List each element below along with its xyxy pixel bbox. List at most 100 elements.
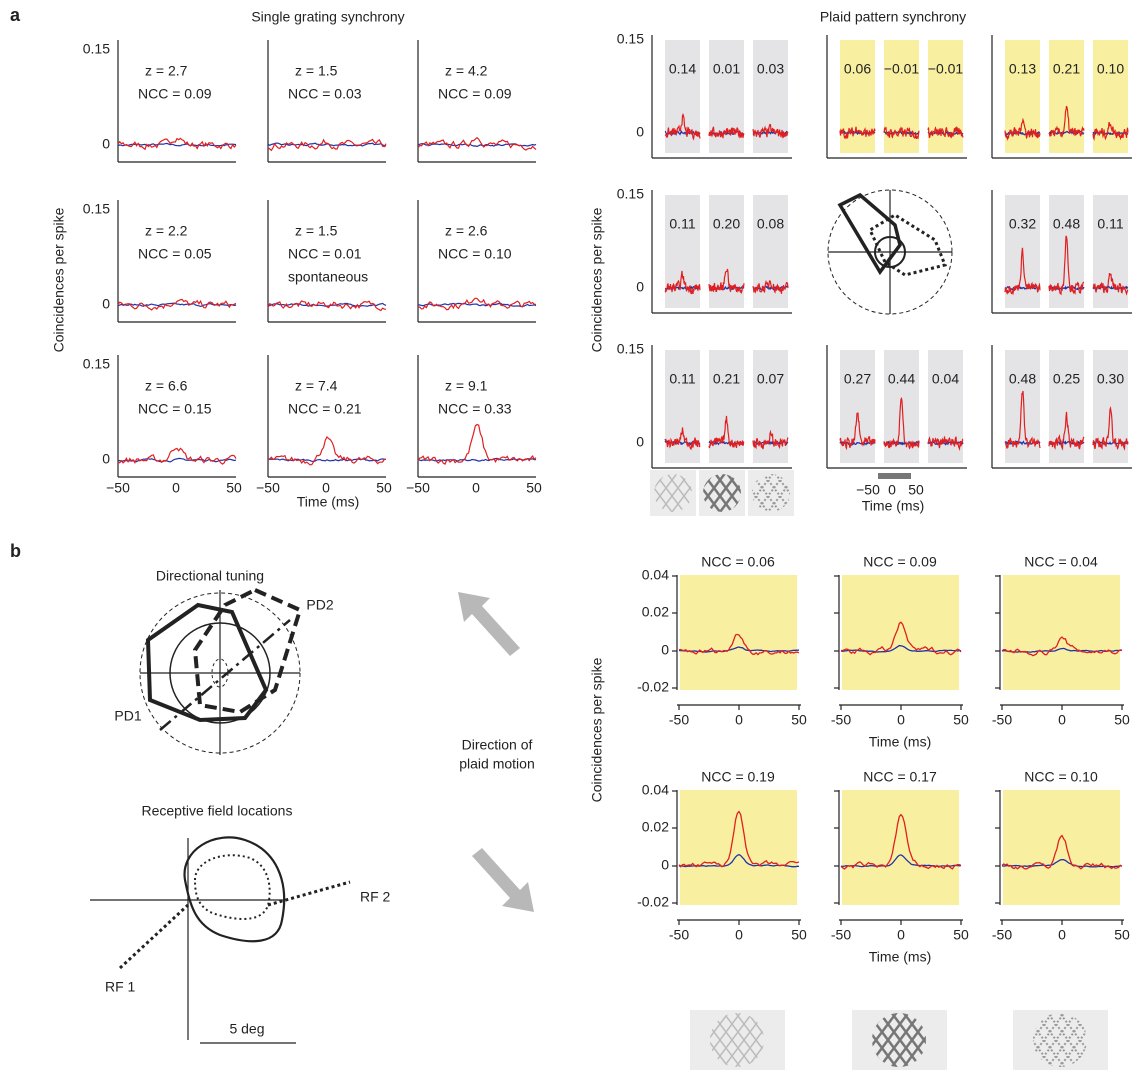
stimulus-window: [928, 350, 963, 463]
ncc-label: NCC = 0.21: [288, 401, 362, 417]
y-tick-label: 0: [636, 124, 644, 140]
ncc-title: NCC = 0.04: [1024, 554, 1098, 570]
x-tick-label: 0: [735, 927, 743, 943]
grating: [703, 474, 741, 512]
x-tick-label: -50: [669, 927, 689, 943]
rf-label: RF 2: [360, 889, 391, 905]
plot-bg: [1003, 575, 1120, 690]
scale-tick-label: −50: [856, 482, 880, 498]
stimulus-window: [709, 350, 744, 463]
z-score: z = 2.7: [145, 63, 188, 79]
x-tick-label: -50: [831, 712, 851, 728]
plot-bg: [842, 790, 959, 905]
figure: a b Single grating synchrony Plaid pattern …: [0, 0, 1137, 1072]
rf-title: Receptive field locations: [142, 803, 293, 819]
y-tick-label: 0: [102, 451, 110, 467]
trace: [118, 138, 236, 149]
x-axis-label: Time (ms): [869, 734, 931, 750]
y-tick-label: -0.02: [637, 894, 669, 910]
x-axis-label: Time (ms): [297, 494, 359, 510]
scale-bar: [878, 473, 911, 479]
rf-label: RF 1: [105, 979, 136, 995]
trace: [268, 139, 386, 150]
ncc-label: NCC = 0.33: [438, 401, 512, 417]
ncc-value: −0.01: [928, 61, 964, 77]
x-tick-label: 50: [953, 712, 969, 728]
ncc-label: NCC = 0.15: [138, 401, 212, 417]
section-title: Plaid pattern synchrony: [820, 9, 966, 25]
y-tick-label: 0.15: [83, 41, 110, 57]
plot-bg: [842, 575, 959, 690]
panel-label: b: [10, 541, 21, 561]
pd1-curve: [148, 605, 266, 720]
z-score: z = 1.5: [295, 63, 338, 79]
pd1-label: PD1: [114, 708, 141, 724]
y-tick-label: 0: [102, 296, 110, 312]
y-tick-label: 0: [636, 279, 644, 295]
scale-label: Time (ms): [862, 498, 924, 514]
x-tick-label: 50: [526, 480, 542, 496]
trace: [418, 425, 536, 465]
ncc-value: 0.21: [713, 371, 740, 387]
x-tick-label: -50: [992, 927, 1012, 943]
rf-axis: [268, 882, 350, 905]
x-axis-label: Time (ms): [869, 949, 931, 965]
x-tick-label: 0: [735, 712, 743, 728]
x-tick-label: −50: [406, 480, 430, 496]
y-tick-label: 0: [102, 136, 110, 152]
ncc-value: 0.11: [1097, 216, 1123, 232]
y-axis-label: Coincidences per spike: [589, 657, 605, 802]
scale-tick-label: 0: [888, 482, 896, 498]
z-score: z = 7.4: [295, 378, 338, 394]
y-tick-label: 0.02: [642, 604, 669, 620]
grating: [1033, 1013, 1087, 1067]
rf-axis: [120, 905, 188, 968]
grating: [752, 474, 790, 512]
ncc-value: 0.01: [713, 61, 740, 77]
section-title: Single grating synchrony: [251, 9, 404, 25]
z-score: z = 2.2: [145, 223, 188, 239]
y-tick-label: -0.02: [637, 679, 669, 695]
x-tick-label: −50: [256, 480, 280, 496]
y-axis-label: Coincidences per spike: [51, 207, 67, 352]
scale-tick-label: 50: [908, 482, 924, 498]
ncc-value: 0.04: [932, 371, 959, 387]
ncc-value: −0.01: [884, 61, 920, 77]
ncc-label: NCC = 0.03: [288, 86, 362, 102]
stimulus-window: [665, 195, 700, 308]
y-tick-label: 0.04: [642, 782, 669, 798]
plot-bg: [680, 575, 797, 690]
x-tick-label: 50: [1114, 712, 1130, 728]
ncc-value: 0.07: [757, 371, 784, 387]
y-axis-label: Coincidences per spike: [589, 207, 605, 352]
ncc-value: 0.25: [1053, 371, 1080, 387]
stimulus-window: [1005, 40, 1040, 153]
y-tick-label: 0.15: [83, 201, 110, 217]
ncc-title: NCC = 0.17: [863, 769, 937, 785]
y-tick-label: 0: [636, 434, 644, 450]
stimulus-window: [665, 40, 700, 153]
ncc-title: NCC = 0.19: [701, 769, 775, 785]
ncc-title: NCC = 0.09: [863, 554, 937, 570]
x-tick-label: 0: [1058, 927, 1066, 943]
grating: [654, 474, 692, 512]
z-score: z = 1.5: [295, 223, 338, 239]
ncc-value: 0.13: [1009, 61, 1036, 77]
y-tick-label: 0: [661, 642, 669, 658]
y-tick-label: 0.15: [83, 356, 110, 372]
ncc-value: 0.06: [844, 61, 871, 77]
z-score: z = 6.6: [145, 378, 188, 394]
arrow: [472, 848, 534, 912]
direction-label: plaid motion: [459, 756, 535, 772]
x-tick-label: 0: [1058, 712, 1066, 728]
ncc-value: 0.14: [669, 61, 696, 77]
tuning-curve: [870, 215, 945, 275]
grating: [872, 1013, 926, 1067]
ncc-value: 0.08: [757, 216, 784, 232]
x-tick-label: 50: [791, 927, 807, 943]
panel-label: a: [10, 5, 21, 25]
trace: [118, 448, 236, 464]
x-tick-label: 50: [226, 480, 242, 496]
x-tick-label: 0: [472, 480, 480, 496]
x-tick-label: 50: [791, 712, 807, 728]
